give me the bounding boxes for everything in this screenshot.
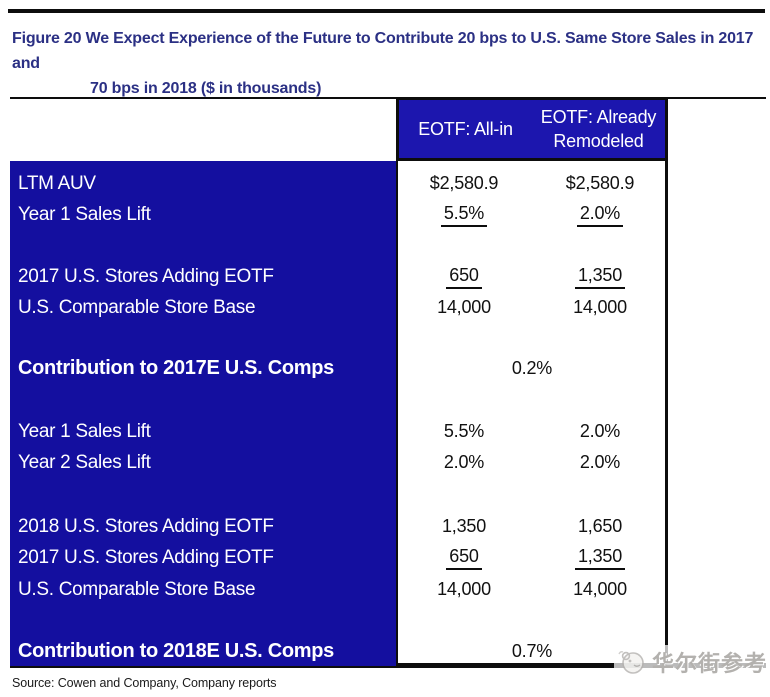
row-value: 1,350 (574, 265, 626, 289)
value-cell-col1: 14,000 (396, 579, 532, 600)
values-area-background (396, 161, 668, 668)
value-cell-col2: 1,350 (532, 265, 668, 289)
row-label: 2018 U.S. Stores Adding EOTF (18, 515, 274, 537)
row-label: Year 1 Sales Lift (18, 420, 151, 442)
table-row: Contribution to 2018E U.S. Comps 0.7% (10, 634, 668, 668)
column-header-already-remodeled: EOTF: Already Remodeled (540, 107, 657, 151)
value-cell-col2: 1,350 (532, 546, 668, 570)
watermark-text: 华尔街参考 (652, 651, 768, 676)
row-values: $2,580.9 $2,580.9 (396, 173, 668, 194)
row-value: 2.0% (576, 203, 624, 227)
row-value: 5.5% (443, 421, 485, 441)
value-cell-col2: $2,580.9 (532, 173, 668, 194)
row-value: 14,000 (437, 297, 491, 317)
row-value: 14,000 (573, 579, 627, 599)
row-label: Year 2 Sales Lift (18, 451, 151, 473)
row-label: 2017 U.S. Stores Adding EOTF (18, 265, 274, 287)
table-row: U.S. Comparable Store Base 14,000 14,000 (10, 574, 668, 605)
row-value: 650 (446, 546, 482, 570)
row-values: 5.5% 2.0% (396, 203, 668, 227)
label-column-background (10, 161, 396, 668)
value-cell-col2: 14,000 (532, 297, 668, 318)
top-rule (8, 9, 765, 13)
row-values: 2.0% 2.0% (396, 452, 668, 473)
table-body: LTM AUV $2,580.9 $2,580.9 Year 1 Sales Lift… (10, 161, 668, 668)
row-label: U.S. Comparable Store Base (18, 578, 256, 600)
table-row: Year 1 Sales Lift 5.5% 2.0% (10, 199, 668, 230)
row-value: 2.0% (579, 421, 621, 441)
row-value: $2,580.9 (429, 173, 499, 193)
table-row: Year 1 Sales Lift 5.5% 2.0% (10, 416, 668, 447)
value-cell-col2: 14,000 (532, 579, 668, 600)
value-cell-col1: 1,350 (396, 516, 532, 537)
table-row: Year 2 Sales Lift 2.0% 2.0% (10, 447, 668, 478)
row-value: 14,000 (573, 297, 627, 317)
column-header-box: EOTF: All-in EOTF: Already Remodeled (396, 97, 668, 161)
row-value: 14,000 (437, 579, 491, 599)
row-value: 1,350 (441, 516, 487, 536)
row-values: 650 1,350 (396, 265, 668, 289)
row-label: 2017 U.S. Stores Adding EOTF (18, 546, 274, 568)
row-value: 1,350 (574, 546, 626, 570)
value-cell-col1: 650 (396, 265, 532, 289)
row-values: 14,000 14,000 (396, 579, 668, 600)
row-value: $2,580.9 (565, 173, 635, 193)
value-cell-col2: 1,650 (532, 516, 668, 537)
row-values: 650 1,350 (396, 546, 668, 570)
row-total-cell: 0.7% (396, 641, 668, 662)
column-header-all-in: EOTF: All-in (418, 119, 513, 139)
value-cell-col1: 5.5% (396, 421, 532, 442)
value-cell-col2: 2.0% (532, 421, 668, 442)
row-label: LTM AUV (18, 172, 96, 194)
bottom-rule (396, 663, 766, 668)
watermark: 华尔街参考 (614, 645, 770, 679)
value-cell-col1: $2,580.9 (396, 173, 532, 194)
row-value: 2.0% (443, 452, 485, 472)
row-label: Contribution to 2018E U.S. Comps (18, 639, 334, 662)
value-cell-col1: 14,000 (396, 297, 532, 318)
table-row: 2018 U.S. Stores Adding EOTF 1,350 1,650 (10, 511, 668, 542)
row-total-value: 0.7% (511, 640, 553, 661)
value-cell-col1: 2.0% (396, 452, 532, 473)
row-value: 2.0% (579, 452, 621, 472)
row-total-value: 0.2% (511, 357, 553, 378)
header-rule (10, 97, 766, 99)
row-value: 5.5% (440, 203, 488, 227)
value-cell-col2: 2.0% (532, 203, 668, 227)
row-label: Contribution to 2017E U.S. Comps (18, 356, 334, 379)
table-row: Contribution to 2017E U.S. Comps 0.2% (10, 351, 668, 385)
row-label: U.S. Comparable Store Base (18, 296, 256, 318)
row-value: 650 (446, 265, 482, 289)
table-row: U.S. Comparable Store Base 14,000 14,000 (10, 292, 668, 323)
row-label: Year 1 Sales Lift (18, 203, 151, 225)
table-row: 2017 U.S. Stores Adding EOTF 650 1,350 (10, 542, 668, 573)
value-cell-col1: 650 (396, 546, 532, 570)
figure-title: Figure 20 We Expect Experience of the Fu… (12, 26, 762, 101)
table-row: 2017 U.S. Stores Adding EOTF 650 1,350 (10, 261, 668, 292)
row-values: 1,350 1,650 (396, 516, 668, 537)
row-values: 5.5% 2.0% (396, 421, 668, 442)
row-value: 1,650 (577, 516, 623, 536)
figure-title-line2: 70 bps in 2018 ($ in thousands) (90, 80, 322, 97)
figure-title-line1: Figure 20 We Expect Experience of the Fu… (12, 30, 754, 72)
source-note: Source: Cowen and Company, Company repor… (12, 676, 277, 690)
row-values: 14,000 14,000 (396, 297, 668, 318)
watermark-logo-icon (618, 651, 644, 674)
value-cell-col1: 5.5% (396, 203, 532, 227)
row-total-cell: 0.2% (396, 358, 668, 379)
value-cell-col2: 2.0% (532, 452, 668, 473)
table-row: LTM AUV $2,580.9 $2,580.9 (10, 168, 668, 199)
